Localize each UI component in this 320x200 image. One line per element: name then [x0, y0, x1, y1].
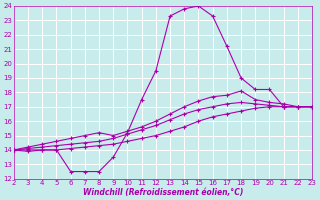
X-axis label: Windchill (Refroidissement éolien,°C): Windchill (Refroidissement éolien,°C) [83, 188, 243, 197]
